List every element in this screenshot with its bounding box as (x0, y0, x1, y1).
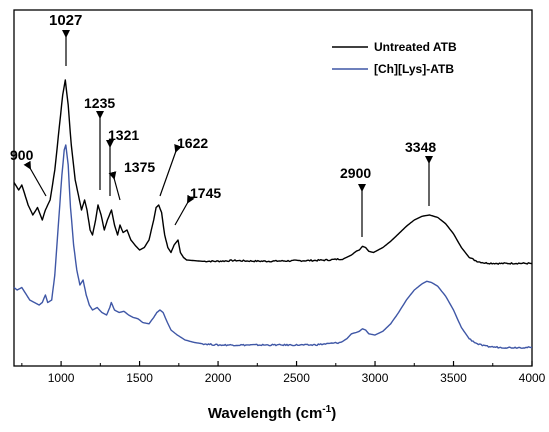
peak-label-1027: 1027 (49, 12, 82, 29)
peak-label-3348: 3348 (405, 139, 436, 155)
x-axis-title-close: ) (331, 405, 336, 422)
series-line-1 (13, 144, 532, 349)
series-line-0 (13, 79, 532, 265)
plot-frame (13, 9, 533, 367)
peak-arrow-1745 (174, 194, 195, 226)
peak-arrow-1622 (159, 144, 182, 197)
peak-label-2900: 2900 (340, 165, 371, 181)
legend-label-ch-lys-atb: [Ch][Lys]-ATB (374, 62, 454, 76)
x-tick-label-2500: 2500 (283, 371, 310, 385)
peak-label-1622: 1622 (177, 135, 208, 151)
peak-label-1745: 1745 (190, 185, 221, 201)
peak-arrow-1375 (108, 171, 121, 201)
peak-annotations: 900 1027 1235 1321 1375 1622 1745 2900 3… (10, 12, 436, 237)
x-axis-title-main: Wavelength (cm (208, 405, 322, 422)
peak-label-900: 900 (10, 147, 34, 163)
peak-label-1375: 1375 (124, 159, 155, 175)
x-axis-title-sup: -1 (322, 404, 331, 415)
peak-label-1321: 1321 (108, 127, 139, 143)
legend: Untreated ATB [Ch][Lys]-ATB (332, 40, 457, 76)
peak-label-1235: 1235 (84, 95, 115, 111)
x-tick-label-3000: 3000 (362, 371, 389, 385)
x-tick-label-2000: 2000 (205, 371, 232, 385)
x-tick-label-1500: 1500 (126, 371, 153, 385)
x-axis-title: Wavelength (cm-1) (208, 404, 336, 422)
series-layer (13, 79, 532, 349)
legend-label-untreated-atb: Untreated ATB (374, 40, 457, 54)
peak-arrow-900 (23, 160, 47, 197)
x-tick-label-1000: 1000 (48, 371, 75, 385)
x-axis-ticks: 1000 1500 2000 2500 3000 3500 4000 (21, 361, 546, 385)
x-tick-label-3500: 3500 (440, 371, 467, 385)
x-tick-label-4000: 4000 (519, 371, 546, 385)
